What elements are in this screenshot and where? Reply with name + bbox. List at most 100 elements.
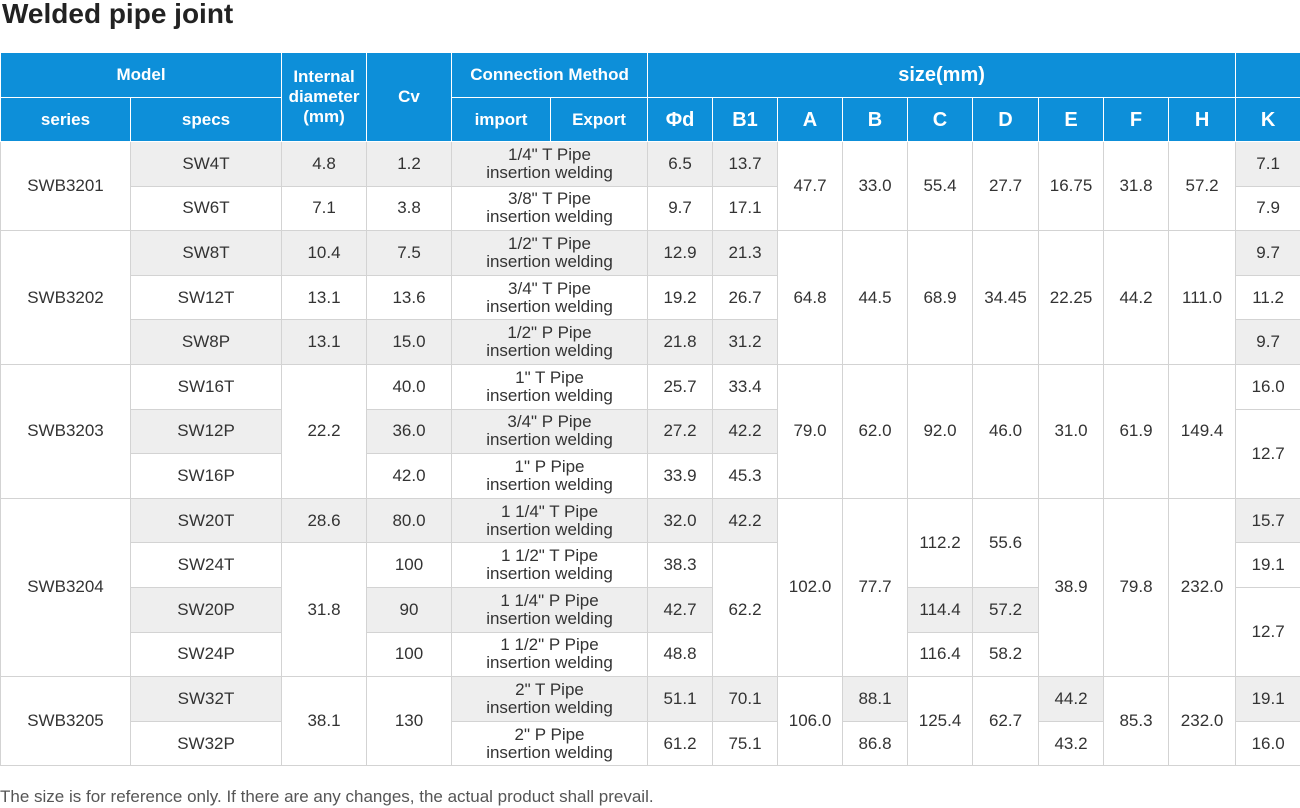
table-cell: 1/4" T Pipe insertion welding <box>451 141 649 187</box>
table-row: SWB3203 SW16T 22.2 40.0 1" T Pipe insertion … <box>0 363 1300 499</box>
header-cell: size(mm) <box>647 52 1237 98</box>
table-cell: 27.7 <box>972 140 1040 232</box>
table-body: SWB3201 SW4T 4.8 1.2 1/4" T Pipe insertion w… <box>0 140 1300 767</box>
table-cell: SW32P <box>129 720 283 767</box>
table-cell: 42.2 <box>712 497 779 544</box>
table-cell: 55.6 <box>972 497 1040 588</box>
table-row: SWB3205 SW32T 38.1 130 2" T Pipe insertion w… <box>0 676 1300 767</box>
header-cell: Cv <box>366 52 453 142</box>
table-cell: 1 1/4" P Pipe insertion welding <box>451 586 649 633</box>
table-cell: 1 1/2" P Pipe insertion welding <box>451 631 649 678</box>
table-cell: 68.9 <box>907 230 974 365</box>
table-row: SW16P 42.0 1" P Pipe insertion welding 33.9… <box>1 453 1300 499</box>
header-cell: Connection Method <box>451 52 649 98</box>
table-cell: 42.2 <box>712 408 779 455</box>
table-cell: 13.1 <box>281 274 368 321</box>
table-cell: 125.4 <box>907 676 974 767</box>
table-cell: 1" P Pipe insertion welding <box>451 453 649 499</box>
table-cell: SWB3202 <box>0 230 131 365</box>
table-cell: 10.4 <box>281 230 368 276</box>
table-cell: 12.7 <box>1235 586 1300 678</box>
header-cell: C <box>907 97 974 142</box>
table-cell: SW20T <box>129 497 283 544</box>
table-head: Model Internal diameter (mm) Cv Connecti… <box>0 52 1300 142</box>
header-cell: B1 <box>712 97 779 142</box>
table-cell: 7.1 <box>281 185 368 232</box>
table-cell: 3/4" P Pipe insertion welding <box>451 408 649 455</box>
header-cell: Model <box>0 52 283 98</box>
table-cell: 79.0 <box>777 363 844 499</box>
table-cell: 16.0 <box>1235 363 1300 410</box>
table-cell: 46.0 <box>972 363 1040 499</box>
table-cell: 57.2 <box>1168 140 1237 232</box>
table-cell: 45.3 <box>712 453 779 499</box>
table-cell: 33.4 <box>712 363 779 410</box>
table-cell: 86.8 <box>842 720 909 767</box>
table-cell: 48.8 <box>647 631 714 678</box>
table-cell: SWB3205 <box>0 676 131 767</box>
table-cell: 21.8 <box>647 319 714 365</box>
table-cell: 1 1/2" T Pipe insertion welding <box>451 542 649 588</box>
table-cell: 3/8" T Pipe insertion welding <box>451 185 649 232</box>
table-cell: 31.2 <box>712 319 779 365</box>
table-cell: 27.2 <box>647 408 714 455</box>
table-cell: 3/4" T Pipe insertion welding <box>451 274 649 321</box>
head-row: Model Internal diameter (mm) Cv Connecti… <box>0 52 1300 142</box>
table-cell: 3.8 <box>366 185 453 232</box>
table-cell: 47.7 <box>777 140 844 232</box>
header-cell: specs <box>129 97 283 142</box>
table-cell: 25.7 <box>647 363 714 410</box>
header-cell: F <box>1103 97 1170 142</box>
table-cell: 100 <box>366 542 453 588</box>
table-cell: 42.0 <box>366 453 453 499</box>
table-cell: 88.1 <box>842 676 909 722</box>
table-cell: 6.5 <box>647 141 714 187</box>
table-cell: 19.1 <box>1235 676 1300 722</box>
table-cell: 19.1 <box>1235 542 1300 588</box>
table-cell: 19.2 <box>647 274 714 321</box>
table-cell: 9.7 <box>1235 319 1300 365</box>
table-cell: SW24T <box>129 542 283 588</box>
table-cell: 42.7 <box>647 586 714 633</box>
table-cell: 64.8 <box>777 230 844 365</box>
table-cell: 130 <box>366 676 453 767</box>
table-cell: SW12T <box>129 274 283 321</box>
table-cell: 90 <box>366 586 453 633</box>
table-cell: 100 <box>366 631 453 678</box>
table-cell: SWB3204 <box>0 497 131 678</box>
table-cell: 13.1 <box>281 319 368 365</box>
table-cell: 80.0 <box>366 497 453 544</box>
spec-table: Model Internal diameter (mm) Cv Connecti… <box>0 52 1300 767</box>
table-cell: SW24P <box>129 631 283 678</box>
table-cell: 114.4 <box>907 586 974 633</box>
table-cell: 1" T Pipe insertion welding <box>451 363 649 410</box>
header-cell: import <box>451 97 552 142</box>
table-cell: 92.0 <box>907 363 974 499</box>
table-cell: 1.2 <box>366 141 453 187</box>
table-cell: SW8T <box>129 230 283 276</box>
table-cell: 22.25 <box>1038 230 1105 365</box>
table-cell: 55.4 <box>907 140 974 232</box>
table-cell: 16.0 <box>1235 720 1300 767</box>
table-cell: 43.2 <box>1038 720 1105 767</box>
table-cell: 21.3 <box>712 230 779 276</box>
header-cell: A <box>777 97 844 142</box>
table-cell: 12.9 <box>647 230 714 276</box>
table-row: SW8P 13.1 15.0 1/2" P Pipe insertion weldin… <box>1 319 1300 365</box>
table-cell: 62.2 <box>712 542 779 678</box>
table-cell: 36.0 <box>366 408 453 455</box>
table-cell: 7.5 <box>366 230 453 276</box>
header-cell: Internal diameter (mm) <box>281 52 368 142</box>
table-cell: 1 1/4" T Pipe insertion welding <box>451 497 649 544</box>
table-cell: 232.0 <box>1168 497 1237 678</box>
table-row: SWB3202 SW8T 10.4 7.5 1/2" T Pipe insertion … <box>0 230 1300 365</box>
table-cell: 17.1 <box>712 185 779 232</box>
table-cell: 232.0 <box>1168 676 1237 767</box>
table-cell: 62.7 <box>972 676 1040 767</box>
table-row: SW24T 31.8 100 1 1/2" T Pipe insertion weld… <box>1 542 1300 678</box>
header-cell: D <box>972 97 1040 142</box>
table-cell: 1/2" T Pipe insertion welding <box>451 230 649 276</box>
table-cell: SW20P <box>129 586 283 633</box>
table-cell: SW8P <box>129 319 283 365</box>
